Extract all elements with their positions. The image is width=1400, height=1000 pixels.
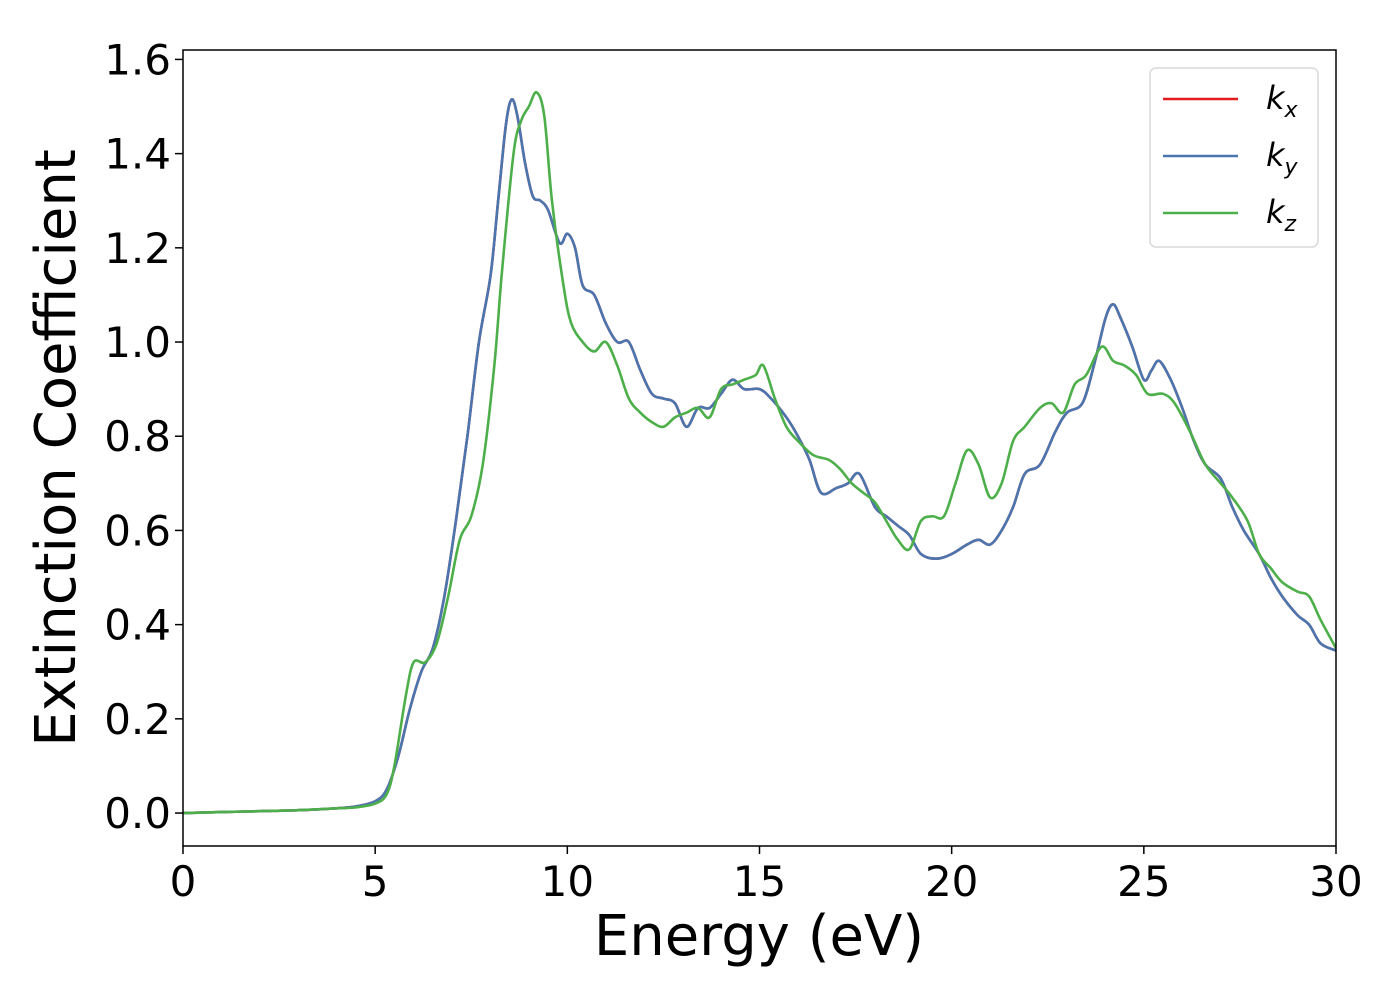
y-tick-label: 0.0 bbox=[104, 789, 171, 838]
legend-label-kx: kx bbox=[1266, 79, 1299, 123]
y-tick-label: 1.4 bbox=[104, 130, 171, 179]
y-tick-label: 0.6 bbox=[104, 506, 171, 555]
legend-box bbox=[1149, 67, 1319, 248]
y-tick-label: 0.2 bbox=[104, 695, 171, 744]
x-tick-label: 5 bbox=[362, 857, 389, 906]
legend-label-ky: ky bbox=[1266, 136, 1299, 180]
x-tick-label: 0 bbox=[170, 857, 197, 906]
x-tick-label: 15 bbox=[733, 857, 786, 906]
series-line-kz bbox=[183, 91, 1336, 815]
series-layer bbox=[183, 91, 1336, 815]
y-tick-label: 1.2 bbox=[104, 224, 171, 273]
legend: kx ky kz bbox=[1149, 67, 1319, 248]
x-tick-label: 10 bbox=[541, 857, 594, 906]
x-tick-label: 25 bbox=[1117, 857, 1170, 906]
x-axis-ticks: 0 5 10 15 20 25 30 bbox=[170, 846, 1363, 906]
y-tick-label: 0.8 bbox=[104, 412, 171, 461]
x-tick-label: 30 bbox=[1309, 857, 1362, 906]
y-axis-title: Extinction Coefficient bbox=[24, 149, 89, 747]
y-axis-ticks: 0.0 0.2 0.4 0.6 0.8 1.0 1.2 1.4 1.6 bbox=[104, 35, 183, 838]
y-tick-label: 1.0 bbox=[104, 318, 171, 367]
series-line-ky bbox=[183, 97, 1336, 815]
y-tick-label: 0.4 bbox=[104, 601, 171, 650]
x-tick-label: 20 bbox=[925, 857, 978, 906]
legend-label-kz: kz bbox=[1266, 193, 1297, 237]
y-tick-label: 1.6 bbox=[104, 35, 171, 84]
x-axis-title: Energy (eV) bbox=[594, 904, 924, 969]
